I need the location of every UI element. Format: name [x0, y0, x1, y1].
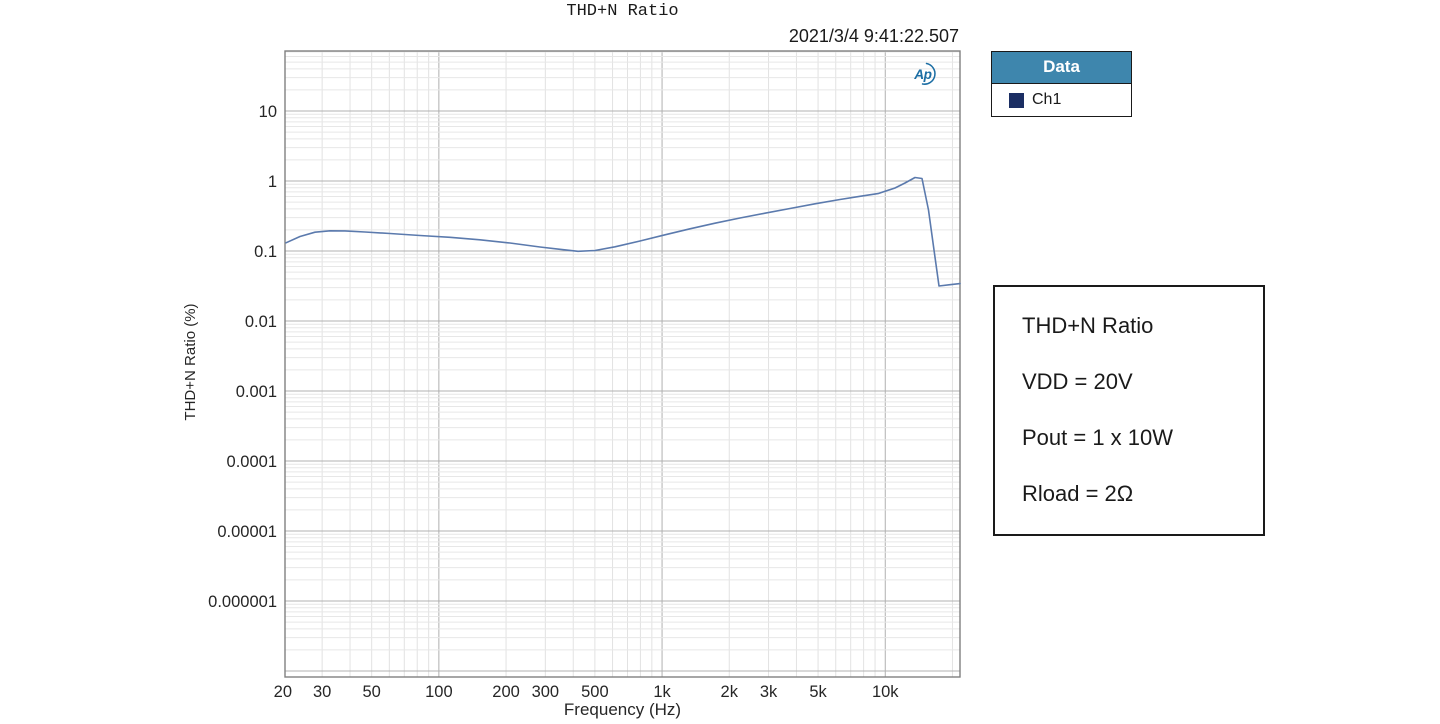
- svg-text:300: 300: [532, 683, 560, 701]
- svg-text:500: 500: [581, 683, 609, 701]
- svg-text:20: 20: [274, 683, 292, 701]
- svg-text:0.000001: 0.000001: [208, 593, 277, 611]
- svg-text:3k: 3k: [760, 683, 778, 701]
- svg-text:10k: 10k: [872, 683, 899, 701]
- svg-text:0.001: 0.001: [236, 383, 277, 401]
- svg-text:Ap: Ap: [913, 67, 931, 82]
- svg-text:0.0001: 0.0001: [227, 453, 277, 471]
- svg-text:10: 10: [259, 103, 277, 121]
- svg-text:2k: 2k: [721, 683, 739, 701]
- svg-text:0.00001: 0.00001: [217, 523, 277, 541]
- svg-text:50: 50: [362, 683, 380, 701]
- svg-text:5k: 5k: [809, 683, 827, 701]
- svg-text:0.01: 0.01: [245, 313, 277, 331]
- svg-text:1k: 1k: [653, 683, 671, 701]
- svg-text:0.1: 0.1: [254, 243, 277, 261]
- svg-text:200: 200: [492, 683, 520, 701]
- svg-text:100: 100: [425, 683, 453, 701]
- svg-text:1: 1: [268, 173, 277, 191]
- svg-text:30: 30: [313, 683, 331, 701]
